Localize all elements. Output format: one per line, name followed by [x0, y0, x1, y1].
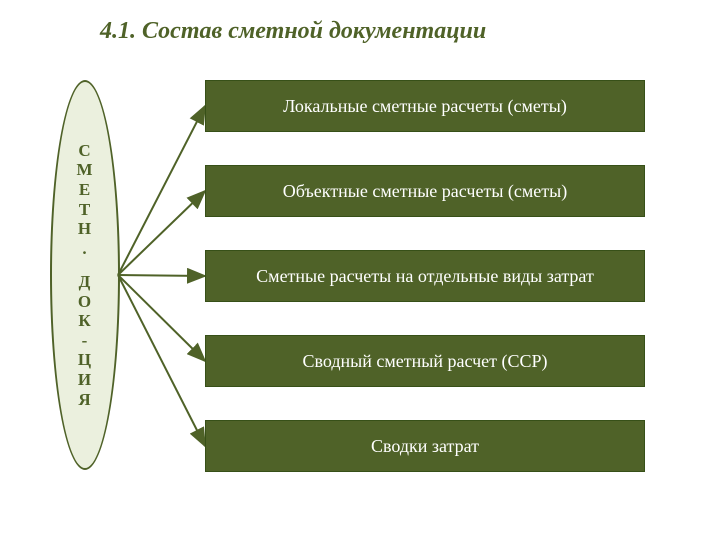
- item-box-2: Сметные расчеты на отдельные виды затрат: [205, 250, 645, 302]
- slide-title: 4.1. Состав сметной документации: [100, 18, 486, 45]
- item-box-4: Сводки затрат: [205, 420, 645, 472]
- item-box-0: Локальные сметные расчеты (сметы): [205, 80, 645, 132]
- arrow-4: [118, 275, 205, 446]
- arrow-0: [118, 106, 205, 275]
- item-box-label: Сводный сметный расчет (ССР): [302, 351, 547, 372]
- ellipse-text-bottom: ДОК-ЦИЯ: [78, 272, 92, 409]
- arrow-2: [118, 275, 205, 276]
- item-box-1: Объектные сметные расчеты (сметы): [205, 165, 645, 217]
- ellipse-text-top: СМЕТН.: [76, 141, 93, 258]
- source-ellipse: СМЕТН. ДОК-ЦИЯ: [50, 80, 120, 470]
- item-box-3: Сводный сметный расчет (ССР): [205, 335, 645, 387]
- arrow-3: [118, 275, 205, 361]
- item-box-label: Сметные расчеты на отдельные виды затрат: [256, 266, 594, 287]
- item-box-label: Локальные сметные расчеты (сметы): [283, 96, 567, 117]
- arrow-1: [118, 191, 205, 275]
- item-box-label: Сводки затрат: [371, 436, 479, 457]
- item-box-label: Объектные сметные расчеты (сметы): [283, 181, 567, 202]
